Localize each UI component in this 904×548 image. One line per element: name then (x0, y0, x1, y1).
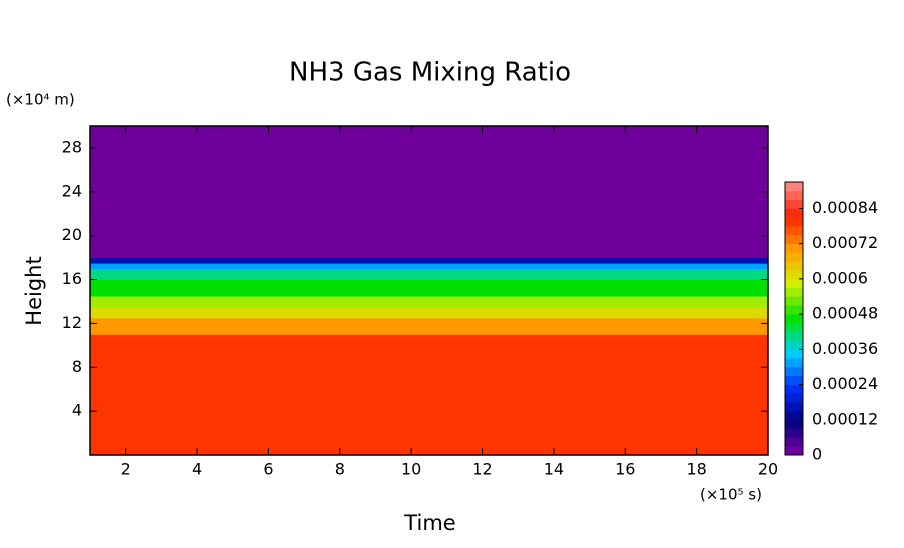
colorbar-step (785, 261, 803, 271)
colorbar-step (785, 322, 803, 333)
x-unit: (×10⁵ s) (700, 486, 762, 504)
x-tick-label: 14 (544, 460, 564, 479)
y-tick-label: 12 (62, 313, 82, 332)
y-unit: (×10⁴ m) (6, 91, 75, 109)
contour-band (90, 268, 768, 281)
colorbar-tick-label: 0.00072 (812, 233, 878, 252)
colorbar-step (785, 305, 803, 315)
chart-title: NH3 Gas Mixing Ratio (289, 58, 571, 88)
colorbar-step (785, 190, 803, 200)
contour-band (90, 334, 768, 456)
colorbar-step (785, 402, 803, 412)
contour-band (90, 126, 768, 259)
colorbar-tick-label: 0.00036 (812, 339, 878, 358)
colorbar-frame (784, 181, 804, 456)
colorbar-step (785, 182, 803, 192)
x-tick-label: 20 (758, 460, 778, 479)
colorbar-step (785, 234, 803, 244)
x-tick-label: 8 (335, 460, 345, 479)
colorbar-step (785, 314, 803, 324)
contour-band (90, 263, 768, 270)
contour-band (90, 257, 768, 264)
colorbar-step (785, 243, 803, 253)
colorbar-step (785, 340, 803, 350)
colorbar-step (785, 278, 803, 288)
colorbar-step (785, 419, 803, 429)
x-tick-label: 10 (401, 460, 421, 479)
colorbar-step (785, 366, 803, 377)
x-tick-label: 12 (472, 460, 492, 479)
y-tick-label: 4 (72, 401, 82, 420)
colorbar-step (785, 199, 803, 209)
contour-band (90, 295, 768, 308)
contour-band (90, 279, 768, 297)
contour-band (90, 317, 768, 335)
colorbar-step (785, 393, 803, 403)
contour-band (90, 306, 768, 319)
colorbar-step (785, 287, 803, 297)
x-tick-label: 6 (263, 460, 273, 479)
colorbar-step (785, 410, 803, 421)
colorbar-step (785, 217, 803, 227)
colorbar-step (785, 208, 803, 218)
x-tick-label: 16 (615, 460, 635, 479)
y-tick-label: 24 (62, 181, 82, 200)
y-tick-label: 20 (62, 225, 82, 244)
plot-frame (89, 125, 769, 456)
x-tick-label: 2 (121, 460, 131, 479)
colorbar-step (785, 446, 803, 456)
y-tick-label: 8 (72, 357, 82, 376)
colorbar-step (785, 437, 803, 447)
colorbar-step (785, 252, 803, 262)
y-tick-label: 16 (62, 269, 82, 288)
colorbar-tick-label: 0.00024 (812, 374, 878, 393)
y-axis-label: Height (22, 256, 46, 325)
x-tick-label: 18 (686, 460, 706, 479)
colorbar-step (785, 375, 803, 385)
colorbar-step (785, 358, 803, 368)
colorbar-tick-label: 0.00084 (812, 198, 878, 217)
colorbar-step (785, 270, 803, 280)
colorbar-tick-label: 0.00012 (812, 409, 878, 428)
colorbar-tick-label: 0.00048 (812, 304, 878, 323)
colorbar-step (785, 349, 803, 359)
colorbar-tick-label: 0.0006 (812, 268, 868, 287)
x-tick-label: 4 (192, 460, 202, 479)
colorbar-step (785, 331, 803, 341)
colorbar-step (785, 296, 803, 306)
x-axis-label: Time (403, 511, 455, 535)
colorbar-step (785, 428, 803, 438)
y-tick-label: 28 (62, 137, 82, 156)
colorbar-step (785, 384, 803, 394)
colorbar-tick-label: 0 (812, 445, 822, 464)
colorbar-step (785, 226, 803, 236)
